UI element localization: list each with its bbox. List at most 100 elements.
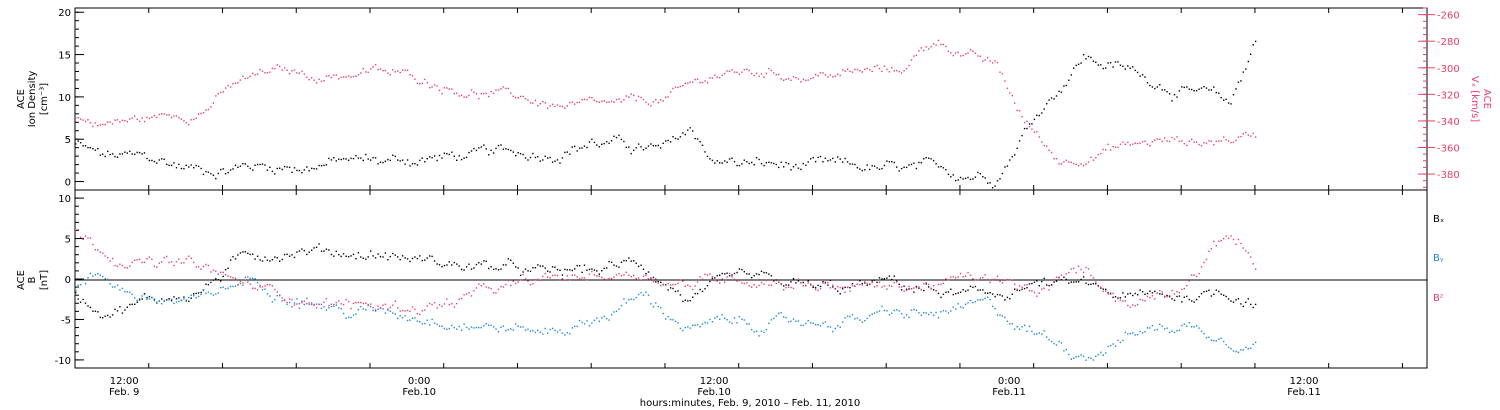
y-tick-label: -280 bbox=[1437, 37, 1460, 48]
data-point bbox=[1173, 293, 1176, 295]
data-point bbox=[608, 319, 610, 321]
data-point bbox=[1097, 153, 1099, 156]
data-point bbox=[180, 299, 183, 302]
data-point bbox=[377, 68, 379, 71]
data-point bbox=[320, 165, 323, 167]
data-point bbox=[647, 278, 650, 280]
data-point bbox=[431, 255, 433, 258]
data-point bbox=[984, 177, 986, 179]
data-point bbox=[925, 157, 927, 159]
data-point bbox=[606, 317, 608, 320]
data-point bbox=[116, 156, 119, 158]
data-point bbox=[1166, 327, 1168, 329]
data-point bbox=[810, 158, 812, 160]
data-point bbox=[212, 294, 215, 296]
data-point bbox=[1191, 300, 1193, 302]
data-point bbox=[492, 268, 495, 271]
data-point bbox=[908, 316, 910, 318]
data-point bbox=[1050, 151, 1053, 154]
data-point bbox=[429, 302, 431, 305]
data-point bbox=[908, 164, 910, 166]
data-point bbox=[792, 76, 795, 78]
data-point bbox=[842, 69, 844, 71]
data-point bbox=[900, 286, 903, 288]
data-point bbox=[524, 98, 527, 100]
data-point bbox=[1090, 156, 1092, 158]
data-point bbox=[1038, 114, 1040, 117]
data-point bbox=[234, 277, 237, 280]
data-point bbox=[534, 267, 537, 269]
data-point bbox=[463, 269, 465, 271]
data-point bbox=[205, 170, 207, 173]
data-point bbox=[554, 105, 556, 108]
data-point bbox=[416, 312, 419, 315]
data-point bbox=[950, 310, 952, 312]
data-point bbox=[829, 159, 832, 161]
data-point bbox=[492, 292, 495, 294]
data-point bbox=[687, 284, 689, 286]
data-point bbox=[372, 66, 374, 68]
data-point bbox=[156, 116, 158, 119]
data-point bbox=[608, 142, 610, 144]
data-point bbox=[1001, 295, 1004, 297]
data-point bbox=[406, 69, 409, 72]
data-point bbox=[743, 271, 745, 273]
data-point bbox=[1235, 139, 1237, 142]
data-point bbox=[1021, 115, 1023, 118]
data-point bbox=[232, 168, 234, 170]
data-point bbox=[574, 274, 576, 276]
data-point bbox=[731, 157, 733, 159]
data-point bbox=[974, 301, 977, 303]
data-point bbox=[615, 310, 618, 313]
data-point bbox=[1041, 141, 1043, 143]
data-point bbox=[492, 152, 495, 154]
data-point bbox=[571, 101, 573, 103]
data-point bbox=[544, 272, 546, 275]
data-point bbox=[851, 283, 854, 285]
data-point bbox=[849, 315, 851, 318]
data-point bbox=[699, 141, 701, 143]
data-point bbox=[814, 160, 817, 163]
data-point bbox=[1122, 339, 1124, 342]
data-point bbox=[529, 102, 532, 104]
data-point bbox=[330, 76, 333, 79]
data-point bbox=[274, 256, 276, 258]
data-point bbox=[1254, 40, 1257, 43]
data-point bbox=[665, 96, 667, 99]
data-point bbox=[276, 167, 278, 170]
data-point bbox=[687, 129, 689, 131]
data-point bbox=[1168, 295, 1171, 298]
data-point bbox=[539, 160, 541, 162]
data-point bbox=[987, 182, 989, 184]
data-point bbox=[1011, 279, 1013, 281]
data-point bbox=[923, 49, 925, 52]
data-point bbox=[448, 153, 450, 156]
data-point bbox=[989, 60, 991, 62]
data-point bbox=[787, 321, 790, 323]
data-point bbox=[856, 283, 859, 285]
data-point bbox=[1220, 97, 1222, 99]
data-point bbox=[637, 95, 640, 98]
data-point bbox=[1048, 289, 1050, 291]
data-point bbox=[652, 276, 655, 279]
data-point bbox=[153, 299, 156, 301]
data-point bbox=[581, 147, 583, 149]
data-point bbox=[569, 101, 571, 104]
data-point bbox=[787, 78, 790, 80]
data-point bbox=[628, 257, 630, 259]
x-axis-title: hours:minutes, Feb. 9, 2010 – Feb. 11, 2… bbox=[640, 398, 861, 409]
data-point bbox=[465, 156, 468, 158]
data-point bbox=[478, 97, 480, 100]
data-point bbox=[564, 334, 566, 336]
data-point bbox=[394, 155, 396, 158]
data-point bbox=[325, 309, 328, 311]
data-point bbox=[844, 291, 846, 293]
data-point bbox=[517, 152, 519, 154]
data-point bbox=[999, 294, 1001, 296]
data-point bbox=[384, 312, 387, 314]
data-point bbox=[515, 282, 517, 285]
data-point bbox=[397, 159, 399, 161]
data-point bbox=[1146, 292, 1149, 295]
data-point bbox=[384, 69, 387, 72]
data-point bbox=[869, 314, 871, 317]
